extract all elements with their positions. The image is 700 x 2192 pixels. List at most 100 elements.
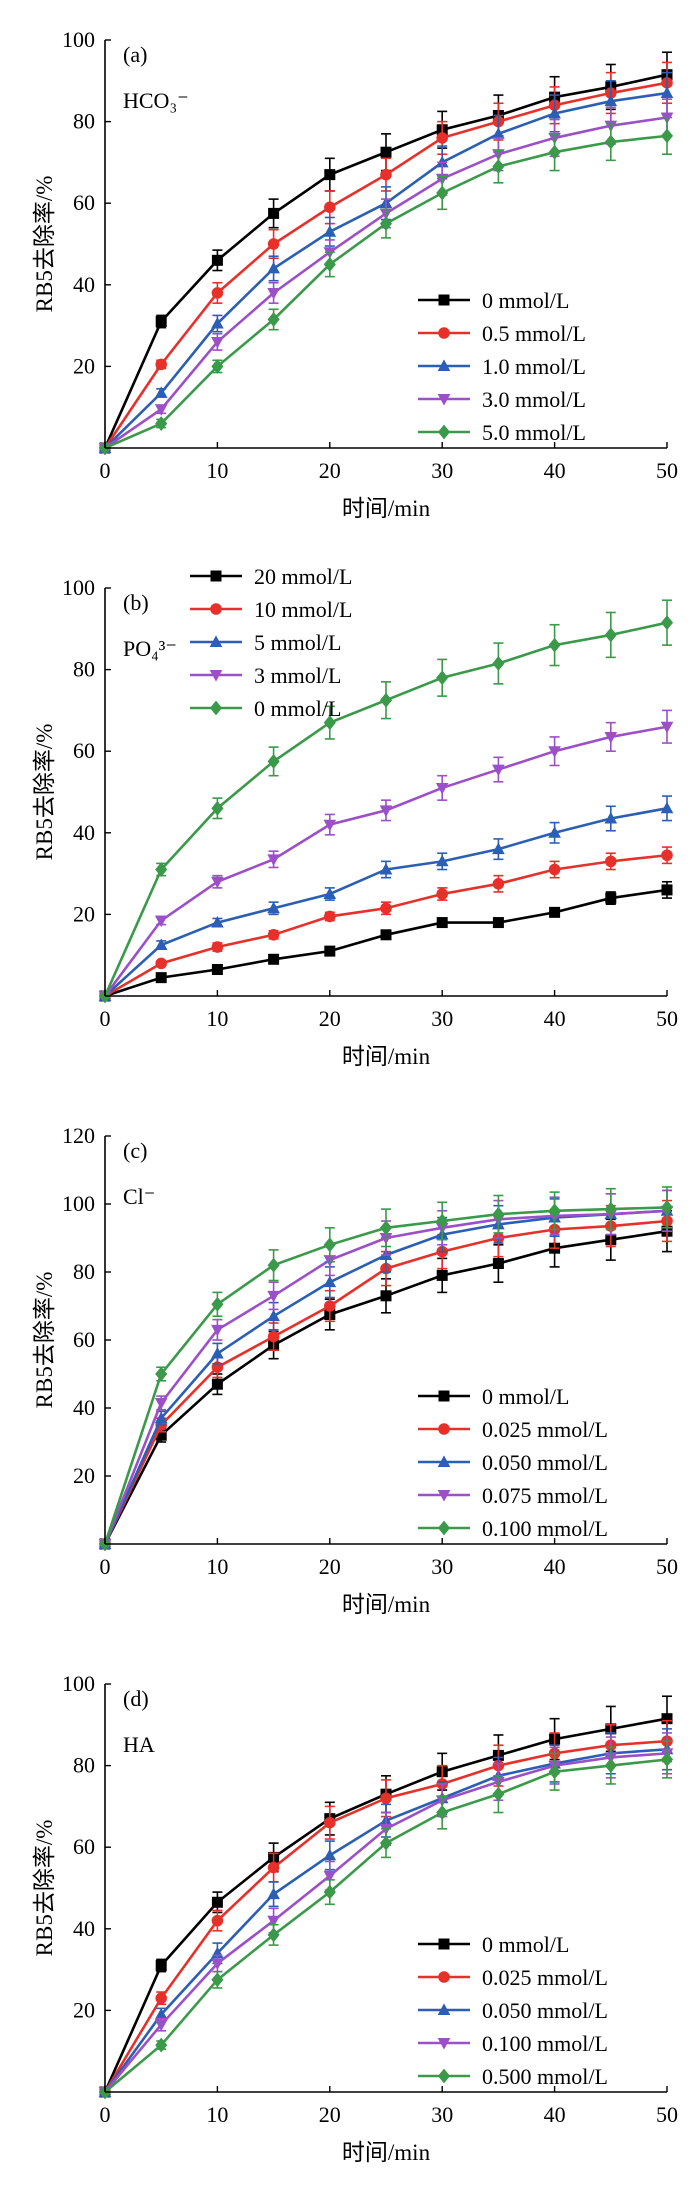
data-point <box>211 800 224 816</box>
chart-a: 0 10 20 30 40 50 20 40 60 80 100 时间/min RB5去除率/% (a) H… <box>32 27 678 521</box>
data-point <box>379 805 393 817</box>
y-tick-label: 20 <box>73 1997 95 2022</box>
x-tick-label: 50 <box>656 1554 678 1579</box>
chart-b: 0 10 20 30 40 50 20 40 60 80 100 时间/min RB5去除率/% (b) P… <box>32 564 678 1069</box>
y-tick-label: 80 <box>73 1259 95 1284</box>
data-point <box>660 86 674 98</box>
data-point <box>379 862 393 875</box>
data-point <box>267 1887 280 1900</box>
x-tick-label: 30 <box>431 2102 453 2127</box>
data-point <box>267 1309 280 1322</box>
y-tick-label: 60 <box>73 1327 95 1352</box>
y-tick-label: 100 <box>62 27 95 52</box>
y-tick-label: 40 <box>73 820 95 845</box>
data-point <box>548 144 561 160</box>
data-point <box>435 854 449 867</box>
data-point <box>267 1927 280 1943</box>
y-tick-label: 80 <box>73 657 95 682</box>
legend-entry: 0.075 mmol/L <box>482 1483 608 1508</box>
data-point <box>492 159 505 174</box>
data-point <box>436 1269 448 1281</box>
data-point <box>436 1213 449 1229</box>
data-point <box>380 902 392 915</box>
legend-marker <box>438 294 450 306</box>
data-point <box>436 670 449 686</box>
legend: 0 mmol/L 0.5 mmol/L 1.0 mmol/L 3.0 mmol/L 5.… <box>418 288 586 445</box>
y-tick-label: 60 <box>73 1834 95 1859</box>
data-point <box>268 207 280 219</box>
y-axis-label: RB5去除率/% <box>32 1272 57 1409</box>
data-point <box>155 316 167 328</box>
legend-entry: 3 mmol/L <box>254 663 341 688</box>
x-axis-label: 时间/min <box>342 2140 431 2165</box>
y-tick-label: 100 <box>62 1191 95 1216</box>
data-point <box>323 225 337 237</box>
legend-entry: 0 mmol/L <box>254 696 341 721</box>
data-point <box>267 753 280 769</box>
panel-label: (b) <box>123 590 149 615</box>
legend-entry: 0.100 mmol/L <box>482 2031 608 2056</box>
legend-entry: 20 mmol/L <box>254 564 352 589</box>
x-tick-label: 0 <box>100 1006 111 1031</box>
x-tick-label: 50 <box>656 458 678 483</box>
data-point <box>211 358 224 374</box>
data-point <box>492 1786 505 1802</box>
data-point <box>660 1752 674 1767</box>
x-tick-label: 40 <box>544 2102 566 2127</box>
legend-entry: 5 mmol/L <box>254 630 341 655</box>
data-point <box>435 782 449 795</box>
panel-c: 0 10 20 30 40 50 20 40 60 80 100 120 时间/min RB5去除率/% (… <box>0 1096 700 1644</box>
data-point <box>211 1378 223 1390</box>
data-point <box>267 1257 280 1273</box>
panel-b: 0 10 20 30 40 50 20 40 60 80 100 时间/min RB5去除率/% (b) P… <box>0 548 700 1096</box>
data-point <box>549 906 561 918</box>
legend-entry: 0.100 mmol/L <box>482 1516 608 1541</box>
legend-marker <box>437 394 451 406</box>
data-point <box>661 884 673 896</box>
panel-d: 0 10 20 30 40 50 20 40 60 80 100 时间/min RB5去除率/% (d) H… <box>0 1644 700 2192</box>
y-tick-label: 20 <box>73 1463 95 1488</box>
y-axis-label: RB5去除率/% <box>32 176 57 313</box>
x-tick-label: 50 <box>656 2102 678 2127</box>
data-point <box>155 2037 168 2053</box>
legend-entry: 10 mmol/L <box>254 597 352 622</box>
legend-marker <box>438 1938 450 1950</box>
data-point <box>211 1896 223 1908</box>
data-point <box>155 416 168 431</box>
y-tick-label: 120 <box>62 1123 95 1148</box>
x-tick-label: 40 <box>544 458 566 483</box>
data-point <box>548 106 561 119</box>
annotation-label: PO₄³⁻ <box>123 636 177 661</box>
data-point <box>211 254 223 266</box>
data-point <box>267 312 280 327</box>
legend-marker <box>438 1390 450 1402</box>
data-point <box>548 746 561 758</box>
data-point <box>211 316 224 329</box>
data-point <box>604 731 618 744</box>
data-point <box>379 1835 393 1851</box>
data-point <box>661 849 673 862</box>
data-point <box>380 929 392 941</box>
data-point <box>436 888 448 900</box>
y-tick-label: 20 <box>73 353 95 378</box>
data-point <box>324 169 336 181</box>
data-point <box>548 1203 561 1219</box>
data-point <box>211 876 224 889</box>
data-point <box>267 1861 280 1874</box>
data-point <box>324 201 336 214</box>
x-tick-label: 40 <box>544 1554 566 1579</box>
data-point <box>323 1237 336 1253</box>
data-point <box>154 915 168 928</box>
data-point <box>324 910 336 923</box>
data-point <box>492 127 505 139</box>
data-point <box>492 878 505 890</box>
chart-d: 0 10 20 30 40 50 20 40 60 80 100 时间/min RB5去除率/% (d) H… <box>32 1671 678 2165</box>
data-point <box>154 404 168 416</box>
data-point <box>660 1199 674 1215</box>
data-point <box>323 1870 337 1883</box>
legend-marker <box>210 570 222 582</box>
data-point <box>379 692 393 708</box>
x-tick-label: 10 <box>206 1006 228 1031</box>
data-point <box>211 336 224 349</box>
legend: 0 mmol/L 0.025 mmol/L 0.050 mmol/L 0.075 mm… <box>418 1384 608 1541</box>
